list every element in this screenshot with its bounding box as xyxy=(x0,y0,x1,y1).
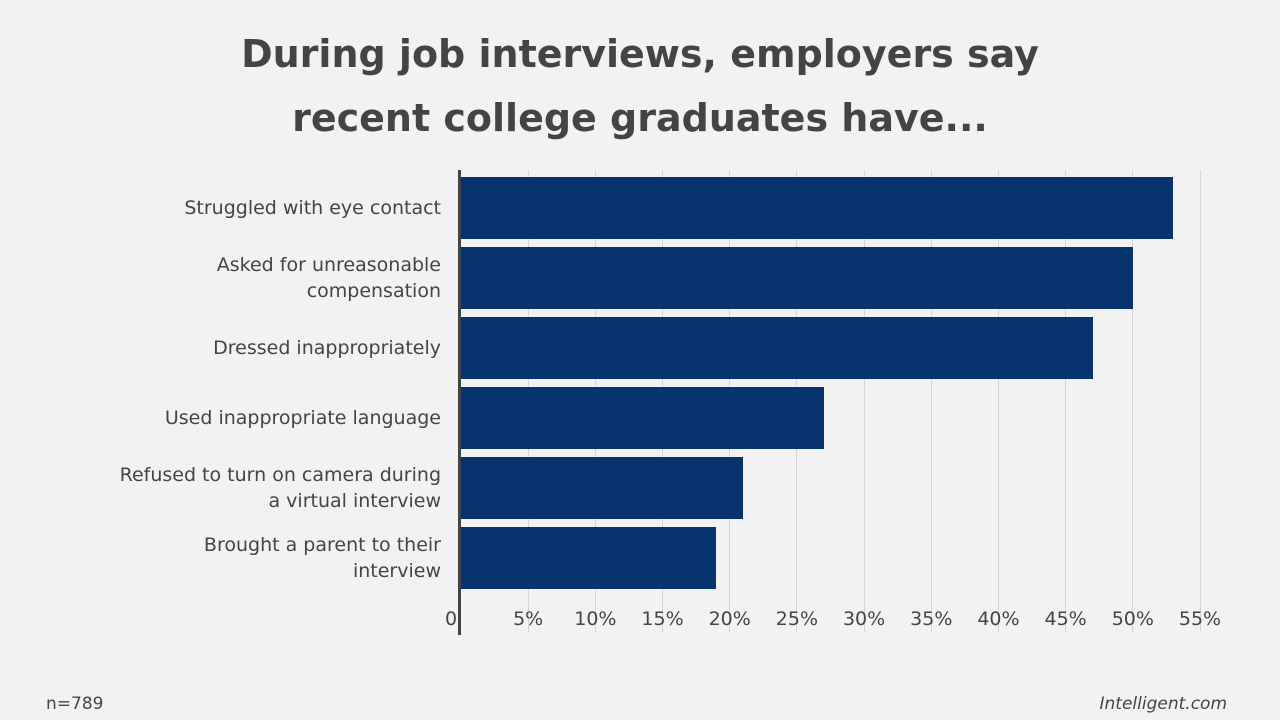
x-tick-label: 35% xyxy=(910,608,953,630)
bar xyxy=(461,317,1093,379)
x-tick-label: 50% xyxy=(1111,608,1154,630)
y-tick-label: Struggled with eye contact xyxy=(184,197,441,219)
x-tick-label: 55% xyxy=(1178,608,1222,630)
y-tick-label: Dressed inappropriately xyxy=(213,337,441,359)
x-tick-label: 15% xyxy=(641,608,684,630)
x-tick-label: 45% xyxy=(1044,608,1087,630)
x-tick-label: 0 xyxy=(445,608,458,630)
bar xyxy=(461,387,824,449)
x-tick-label: 40% xyxy=(977,608,1020,630)
y-tick-label: Used inappropriate language xyxy=(164,407,441,429)
bar xyxy=(461,457,744,519)
y-tick-label: Asked for unreasonable compensation xyxy=(216,254,441,302)
grid-line xyxy=(1199,170,1201,632)
source: Intelligent.com xyxy=(1099,694,1227,714)
bar xyxy=(461,527,717,589)
x-tick-label: 30% xyxy=(842,608,886,630)
x-tick-label: 5% xyxy=(513,608,544,630)
grid-line xyxy=(997,170,999,632)
sample-note: n=789 xyxy=(46,694,104,714)
bar xyxy=(461,247,1133,309)
chart-title: During job interviews, employers say rec… xyxy=(241,32,1039,140)
grid-line xyxy=(930,170,932,632)
x-tick-label: 20% xyxy=(708,608,751,630)
grid-line xyxy=(863,170,865,632)
y-tick-label: Refused to turn on camera during a virtu… xyxy=(119,464,441,512)
grid-line xyxy=(1065,170,1067,632)
x-tick-label: 10% xyxy=(574,608,617,630)
y-axis-line xyxy=(458,170,461,635)
y-tick-label: Brought a parent to their interview xyxy=(203,534,441,582)
bar xyxy=(461,177,1174,239)
grid-line xyxy=(1132,170,1134,632)
x-tick-label: 25% xyxy=(775,608,819,630)
